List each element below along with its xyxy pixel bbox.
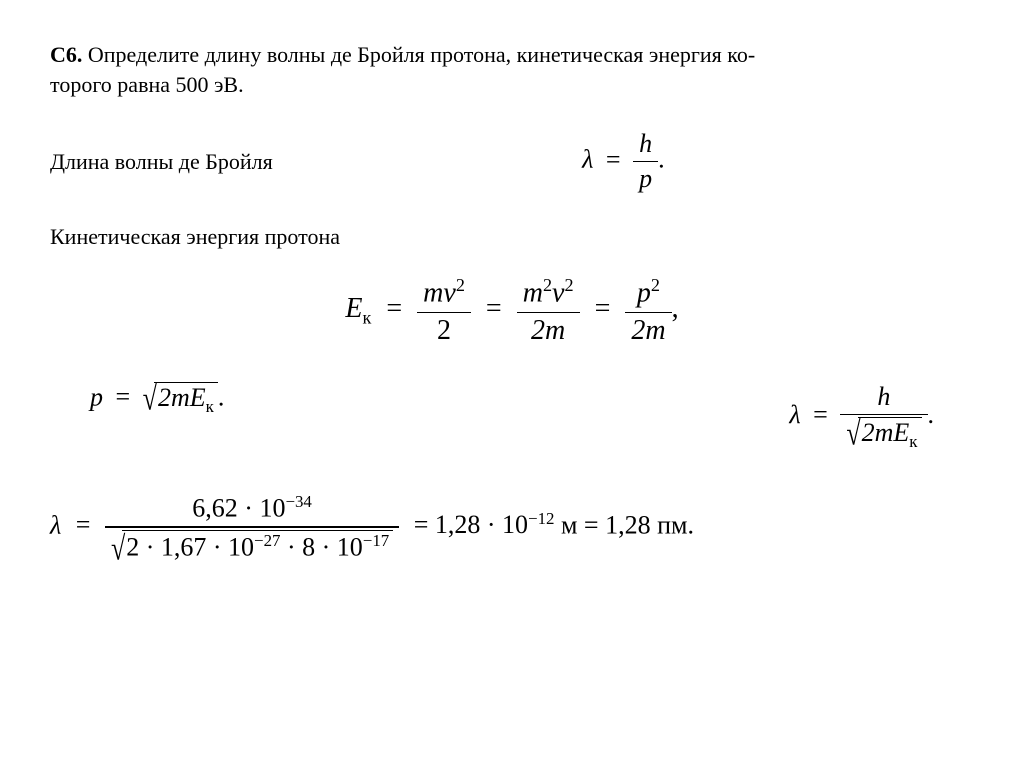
comma: ,: [672, 293, 679, 324]
equals-5: =: [813, 400, 828, 429]
den-2a: 2: [417, 312, 471, 347]
final-calculation: λ = 6,62 · 10−34 √ 2 · 1,67 · 10−27 · 8 …: [50, 492, 974, 563]
equals-2: =: [486, 293, 502, 324]
den-b: · 8 · 10: [280, 533, 362, 562]
den-b-exp: −17: [363, 531, 389, 550]
sq-4: 2: [651, 275, 660, 295]
problem-text-2: торого равна 500 эВ.: [50, 72, 244, 97]
den-2m-a: 2m: [517, 312, 580, 347]
debroglie-label: Длина волны де Бройля: [50, 149, 273, 175]
lambda-2: λ: [789, 400, 800, 429]
num-h: h: [840, 382, 927, 414]
v-sym: v: [552, 278, 564, 309]
sub-k-2: к: [909, 432, 917, 451]
den-2m-b: 2m: [625, 312, 671, 347]
lambda-3: λ: [50, 510, 61, 539]
mv: mv: [423, 278, 456, 309]
p-sym: p: [637, 278, 651, 309]
kinetic-equation: Eк = mv2 2 = m2v2 2m = p2 2m ,: [50, 275, 974, 346]
equals-1: =: [386, 293, 402, 324]
lambda-symbol: λ: [582, 145, 593, 174]
m-sym: m: [523, 278, 543, 309]
sub-k-1: к: [206, 397, 214, 416]
problem-text-1: Определите длину волны де Бройля протона…: [88, 42, 755, 67]
equals-3: =: [595, 293, 611, 324]
equals-sign: =: [606, 145, 621, 174]
lambda-equation: λ = h √2mEк .: [789, 382, 934, 452]
problem-label: С6.: [50, 42, 82, 67]
problem-statement: С6. Определите длину волны де Бройля про…: [50, 40, 974, 99]
subscript-k: к: [363, 308, 372, 328]
result-1: = 1,28 · 10: [414, 510, 528, 539]
radicand-1: 2mE: [158, 383, 206, 412]
period: .: [658, 145, 665, 174]
E-symbol: E: [345, 293, 362, 324]
result-1-exp: −12: [528, 509, 554, 528]
equals-6: =: [76, 510, 91, 539]
kinetic-heading: Кинетическая энергия протона: [50, 224, 974, 250]
num-exp: −34: [285, 492, 311, 511]
p-sym-2: p: [90, 382, 103, 411]
unit-m: м: [554, 510, 577, 539]
den-a: 2 · 1,67 · 10: [126, 533, 254, 562]
sq-1: 2: [456, 275, 465, 295]
debroglie-line: Длина волны де Бройля λ = h p .: [50, 129, 974, 194]
debroglie-formula: λ = h p .: [273, 129, 974, 194]
numerator-h: h: [633, 129, 658, 161]
sq-3: 2: [564, 275, 573, 295]
radicand-2: 2mE: [862, 418, 910, 447]
dot-2: .: [928, 400, 935, 429]
den-a-exp: −27: [254, 531, 280, 550]
equals-4: =: [116, 382, 131, 411]
sq-2: 2: [543, 275, 552, 295]
result-2: = 1,28 пм.: [577, 510, 694, 539]
denominator-p: p: [633, 161, 658, 194]
dot-1: .: [218, 382, 225, 411]
derived-row: p = √2mEк. λ = h √2mEк .: [90, 382, 934, 452]
num-val: 6,62 · 10: [192, 494, 285, 523]
p-equation: p = √2mEк.: [90, 382, 224, 452]
